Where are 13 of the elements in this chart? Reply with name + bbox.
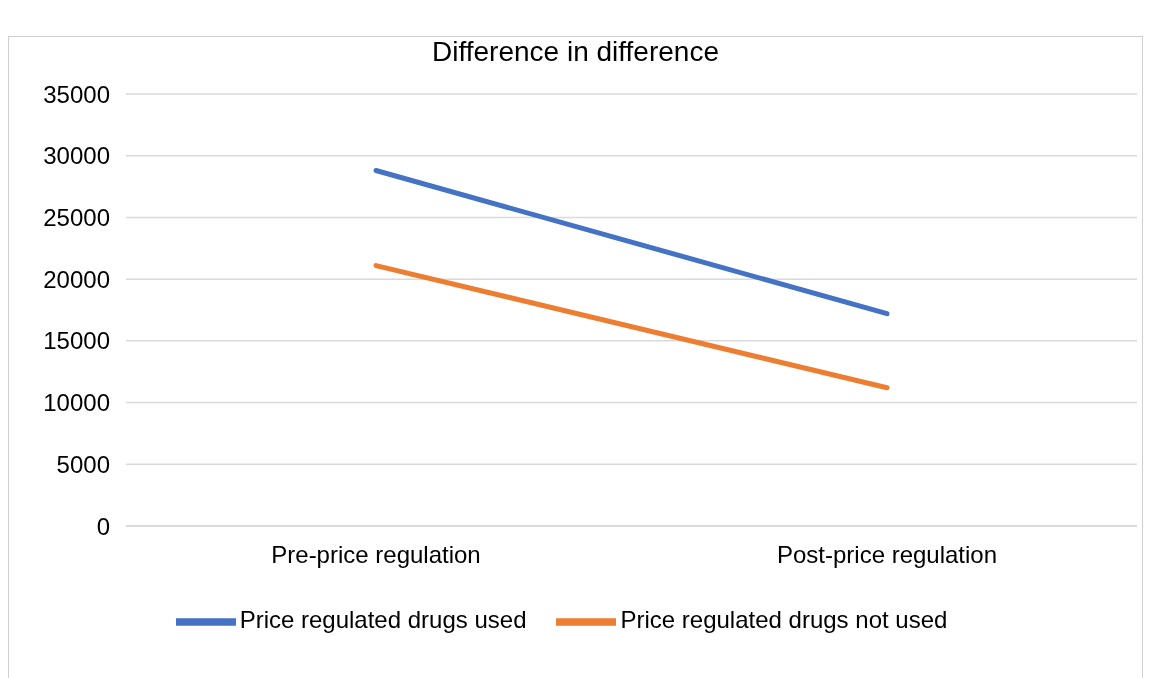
legend-label: Price regulated drugs not used: [620, 606, 948, 634]
y-tick-label: 10000: [43, 389, 110, 417]
y-tick-label: 30000: [43, 142, 110, 170]
y-tick-label: 25000: [43, 203, 110, 231]
y-tick-label: 15000: [43, 327, 110, 355]
y-tick-label: 5000: [56, 450, 110, 478]
y-tick-label: 35000: [43, 80, 110, 108]
x-tick-label: Pre-price regulation: [271, 541, 481, 569]
y-tick-label: 0: [96, 512, 110, 540]
chart-title: Difference in difference: [431, 36, 720, 69]
legend-label: Price regulated drugs used: [239, 606, 527, 634]
y-tick-label: 20000: [43, 265, 110, 293]
x-tick-label: Post-price regulation: [776, 541, 998, 569]
